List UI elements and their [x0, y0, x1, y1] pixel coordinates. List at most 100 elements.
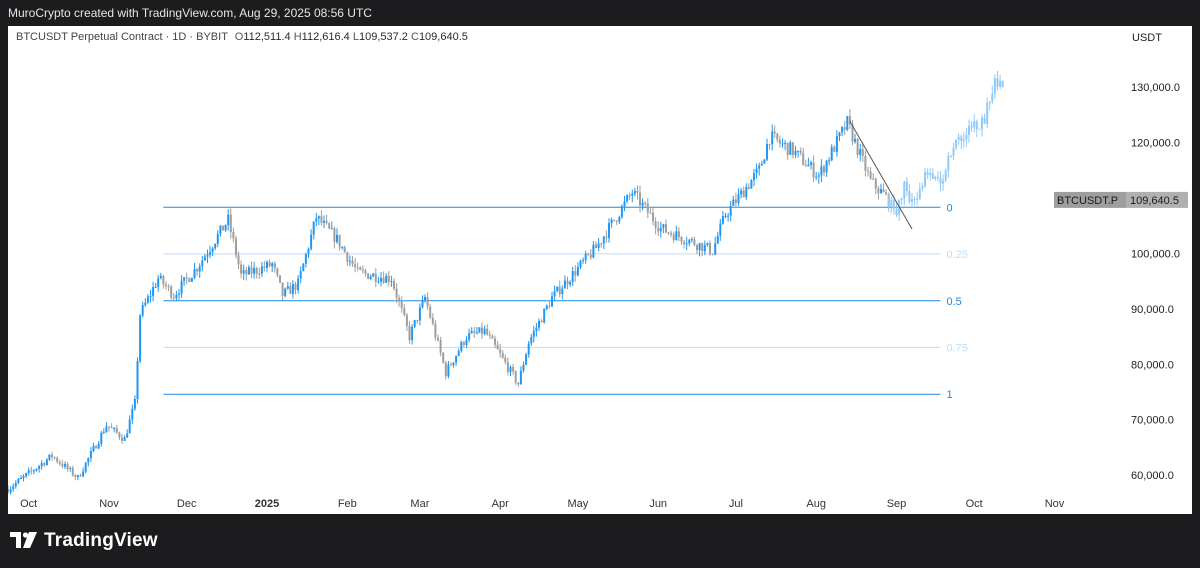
candle: [320, 216, 323, 223]
projection-candle: [981, 117, 983, 129]
candle: [185, 277, 188, 279]
candle: [310, 234, 313, 249]
candle: [644, 202, 647, 204]
candle: [110, 427, 113, 429]
time-axis-label: 2025: [255, 498, 279, 510]
candle: [522, 364, 525, 371]
candle: [271, 263, 274, 267]
candle: [763, 159, 766, 164]
candle: [804, 164, 807, 167]
candle: [527, 343, 530, 355]
projection-candle: [918, 188, 921, 199]
last-price-tag: [1126, 191, 1188, 208]
candle: [35, 468, 38, 471]
symbol-legend: BTCUSDT Perpetual Contract · 1D · BYBIT …: [16, 31, 468, 43]
candle: [755, 168, 758, 174]
candle: [40, 463, 43, 467]
candle: [159, 275, 162, 279]
candle: [659, 227, 662, 232]
candle: [488, 334, 491, 336]
candle: [136, 361, 139, 399]
candle: [856, 138, 859, 155]
candle: [416, 320, 419, 322]
candle: [444, 362, 447, 377]
candle: [196, 269, 199, 272]
candle: [214, 243, 217, 249]
candle: [139, 315, 142, 362]
candle: [198, 266, 201, 272]
candle: [408, 326, 411, 341]
close-value: 109,640.5: [418, 31, 468, 43]
time-axis-label: Nov: [99, 498, 119, 510]
candle: [820, 166, 823, 176]
open-label: O: [234, 31, 244, 43]
candle: [268, 261, 271, 267]
candle: [802, 153, 805, 165]
candle: [276, 268, 279, 276]
low-label: L: [352, 31, 359, 43]
candle: [747, 187, 750, 189]
price-tick-label: 90,000.0: [1131, 304, 1174, 316]
candle: [838, 132, 841, 137]
projection-candle: [890, 199, 893, 207]
candle: [424, 297, 426, 301]
candle: [447, 364, 450, 377]
price-chart[interactable]: 0 0.25 0.5 0.75 1 130,000.0 120,000.0 100,000.0…: [8, 26, 1192, 514]
candle: [758, 165, 761, 169]
candle: [56, 457, 59, 462]
candle: [167, 286, 170, 288]
candle: [201, 260, 204, 267]
projection-candle: [996, 78, 999, 87]
projection-candle: [921, 186, 924, 189]
candle: [688, 239, 691, 244]
candle: [429, 306, 432, 318]
candle: [359, 267, 362, 270]
candle: [180, 280, 183, 294]
candle: [165, 284, 167, 287]
candle: [732, 199, 735, 206]
candle: [825, 160, 828, 173]
candle: [297, 278, 300, 290]
candle: [610, 219, 613, 224]
candle: [426, 297, 429, 307]
candle: [675, 231, 678, 241]
candle: [281, 282, 284, 297]
candle: [667, 232, 670, 234]
candle: [880, 189, 882, 194]
candle: [431, 317, 434, 324]
time-axis-label: Sep: [887, 498, 907, 510]
candle: [387, 275, 390, 282]
projection-candle: [936, 176, 939, 178]
time-axis-label: Mar: [410, 498, 429, 510]
candle: [861, 149, 864, 156]
candle: [885, 192, 888, 195]
candle: [504, 357, 507, 363]
projection-candle: [988, 101, 991, 103]
candle: [841, 127, 844, 133]
candle: [530, 337, 533, 344]
candle: [118, 432, 121, 438]
candle: [574, 271, 577, 276]
candle: [361, 269, 364, 271]
low-value: 109,537.2: [358, 31, 408, 43]
candle: [579, 260, 582, 267]
candle: [823, 166, 825, 173]
candle: [475, 332, 478, 334]
candle: [17, 478, 20, 483]
candle: [854, 138, 856, 142]
candle: [496, 344, 499, 350]
price-scale-unit: USDT: [1132, 32, 1162, 44]
candle: [188, 278, 191, 282]
candle: [457, 351, 460, 356]
chart-frame[interactable]: BTCUSDT Perpetual Contract · 1D · BYBIT …: [8, 26, 1192, 514]
candle: [859, 149, 862, 155]
price-tick-label: 120,000.0: [1131, 138, 1180, 150]
candle: [553, 291, 556, 297]
candle: [66, 464, 69, 469]
candle: [540, 320, 543, 323]
candle: [566, 280, 569, 285]
candle: [58, 461, 61, 464]
candle: [867, 170, 869, 172]
candle: [683, 241, 686, 245]
candle: [620, 206, 623, 218]
